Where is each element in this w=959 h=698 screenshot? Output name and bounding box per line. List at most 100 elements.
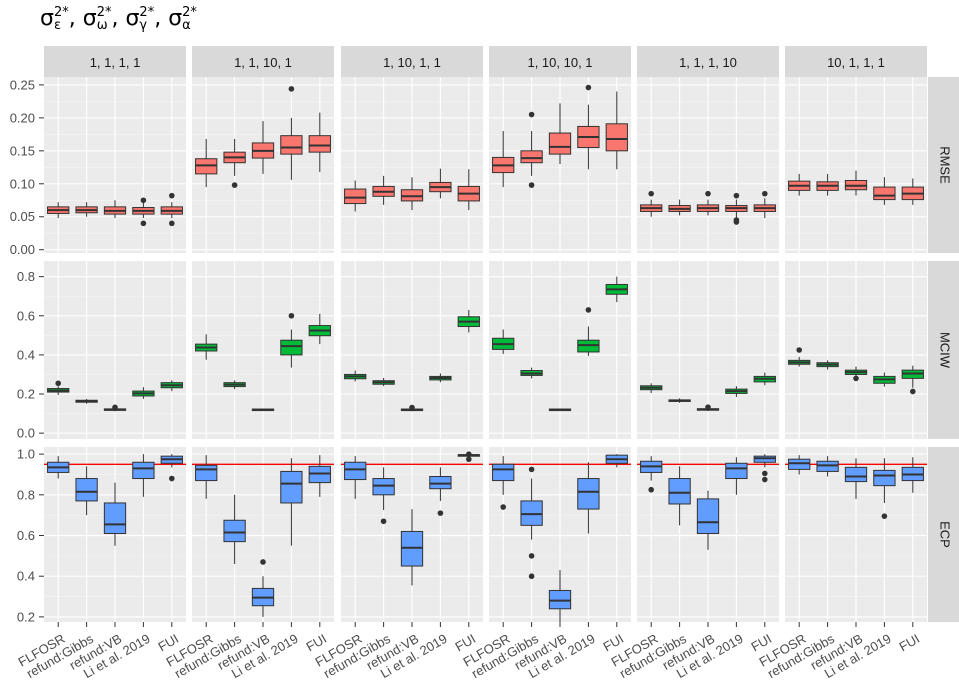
box-outlier	[466, 456, 472, 463]
box	[344, 461, 367, 481]
box-outlier	[528, 111, 535, 118]
box-outlier	[140, 220, 147, 227]
title-separator: ,	[68, 6, 83, 31]
box-outlier	[762, 476, 768, 483]
box-outlier	[231, 182, 238, 188]
title-superscript: 2*	[96, 5, 112, 20]
box-outlier	[380, 518, 387, 525]
y-tick-label: 0.8	[17, 269, 35, 284]
box-outlier	[585, 307, 592, 313]
chart-title: σ 2* ε, σ 2* ω, σ 2* γ, σ 2* α	[40, 6, 197, 32]
box	[696, 498, 720, 534]
y-tick-label: 0.2	[17, 387, 35, 402]
box	[873, 186, 896, 201]
box	[520, 500, 543, 526]
y-tick-label: 0.8	[17, 487, 35, 502]
box	[280, 470, 303, 504]
box	[75, 478, 98, 502]
box-outlier	[140, 197, 147, 204]
box	[520, 150, 543, 164]
y-tick-label: 0.2	[17, 609, 35, 624]
facet-strip-row	[928, 447, 959, 622]
box	[429, 476, 452, 490]
facet-strip-row	[928, 261, 959, 439]
box-outlier	[881, 513, 888, 519]
title-subscript: ω	[96, 18, 108, 33]
box-outlier	[648, 190, 654, 197]
title-symbol: σ	[168, 6, 183, 31]
title-superscript: 2*	[53, 5, 69, 20]
box	[308, 465, 331, 484]
box	[280, 339, 303, 356]
facet-strip-column-label: 1, 1, 10, 1	[234, 55, 292, 70]
title-separator: ,	[111, 6, 126, 31]
box-outlier	[528, 466, 535, 473]
box-outlier	[528, 553, 535, 559]
box-outlier	[762, 190, 768, 197]
box-outlier	[437, 510, 444, 516]
box	[548, 132, 572, 155]
title-symbol: σ	[125, 6, 140, 31]
title-subscript: α	[182, 18, 191, 33]
y-tick-label: 0.6	[17, 528, 35, 543]
box-outlier	[288, 312, 295, 319]
facet-strip-column	[44, 46, 186, 77]
title-separator: ,	[154, 6, 169, 31]
box-outlier	[466, 451, 472, 457]
box-outlier	[409, 404, 415, 411]
box-outlier	[169, 192, 175, 199]
facet-strip-row	[928, 77, 959, 253]
box	[308, 135, 331, 153]
box-outlier	[733, 192, 740, 199]
box	[548, 589, 572, 610]
box	[844, 466, 868, 483]
box	[577, 478, 600, 510]
facet-strip-row-label: RMSE	[938, 146, 953, 184]
x-tick-label: FUI	[896, 631, 922, 654]
box	[344, 188, 367, 205]
box	[103, 502, 127, 534]
box	[788, 458, 811, 470]
facet-strip-row-label: MCIW	[938, 332, 953, 369]
box	[280, 135, 303, 155]
y-tick-label: 0.4	[17, 347, 35, 362]
box-outlier	[585, 84, 592, 91]
box-outlier	[528, 573, 535, 580]
facet-strip-column-label: 1, 10, 1, 1	[383, 55, 441, 70]
box-outlier	[528, 182, 535, 188]
title-subscript: ε	[53, 18, 61, 33]
y-tick-label: 0.4	[17, 569, 35, 584]
box-outlier	[705, 190, 711, 197]
facet-strip-column	[341, 46, 483, 77]
y-tick-label: 0.20	[10, 110, 35, 125]
title-term: σ 2* ω	[83, 6, 112, 32]
box-outlier	[705, 404, 711, 410]
box-outlier	[853, 375, 859, 382]
box	[400, 530, 424, 567]
facet-strip-column-label: 1, 1, 1, 10	[679, 55, 737, 70]
box-outlier	[648, 486, 654, 493]
y-tick-label: 0.25	[10, 77, 35, 92]
y-tick-label: 0.0	[17, 426, 35, 441]
facet-strip-column	[637, 46, 779, 77]
title-term: σ 2* ε	[40, 6, 69, 32]
box	[753, 455, 776, 463]
box-outlier	[112, 404, 118, 411]
title-superscript: 2*	[182, 5, 197, 20]
box	[223, 519, 246, 543]
box-outlier	[55, 380, 61, 387]
box-outlier	[169, 475, 175, 482]
box-outlier	[288, 86, 295, 92]
box	[605, 123, 628, 152]
title-superscript: 2*	[139, 5, 155, 20]
y-tick-label: 0.05	[10, 209, 35, 224]
title-subscript: γ	[139, 18, 148, 33]
box	[195, 464, 218, 482]
box-outlier	[733, 217, 740, 223]
y-tick-label: 0.15	[10, 143, 35, 158]
facet-strip-column-label: 10, 1, 1, 1	[827, 55, 885, 70]
box	[668, 478, 691, 505]
facet-strip-column-label: 1, 10, 10, 1	[527, 55, 592, 70]
facet-strip-column-label: 1, 1, 1, 1	[90, 55, 141, 70]
box-outlier	[762, 470, 768, 477]
